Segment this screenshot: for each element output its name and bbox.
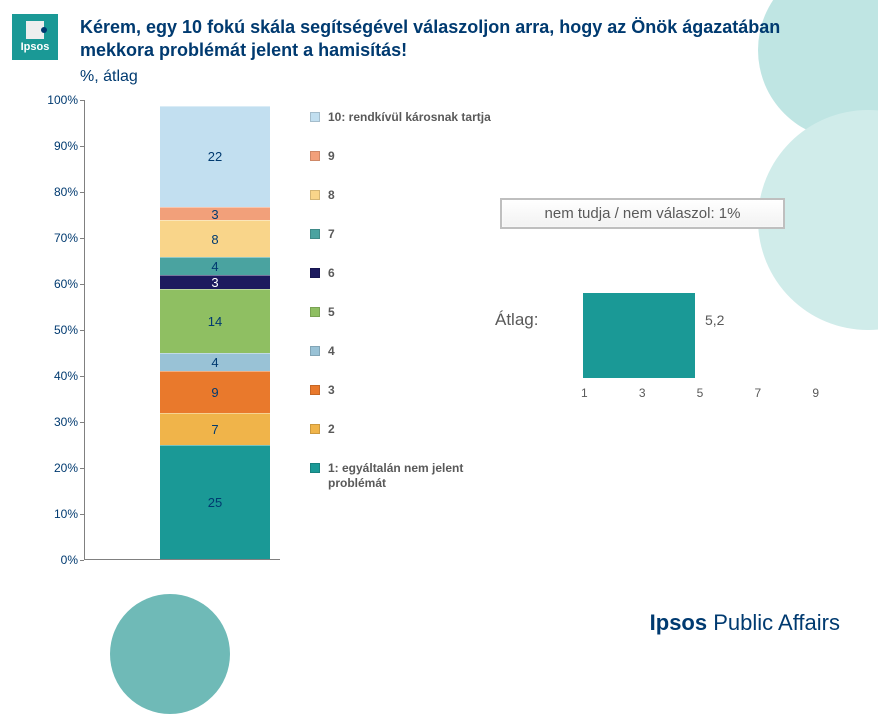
bar-segment-10: 22 [160,106,270,207]
legend-label: 7 [328,227,335,242]
legend-swatch [310,346,320,356]
stacked-bar: 2579414348322 [160,106,270,559]
avg-x-tick: 3 [639,386,646,400]
y-tick-label: 30% [54,415,78,429]
legend-swatch [310,190,320,200]
bar-segment-8: 8 [160,220,270,257]
legend-item: 4 [310,344,500,359]
legend-item: 7 [310,227,500,242]
legend-item: 6 [310,266,500,281]
stacked-bar-chart: 0%10%20%30%40%50%60%70%80%90%100% 257941… [30,100,280,580]
bar-segment-6: 3 [160,275,270,289]
decor-circle [110,594,230,714]
y-tick-label: 60% [54,277,78,291]
average-x-axis: 1 3 5 7 9 [575,386,825,400]
legend-swatch [310,385,320,395]
y-axis: 0%10%20%30%40%50%60%70%80%90%100% [30,100,84,560]
y-tick-label: 100% [47,93,78,107]
footer-brand-bold: Ipsos [650,610,707,635]
dk-na-box: nem tudja / nem válaszol: 1% [500,198,785,229]
page-subtitle: %, átlag [80,68,138,86]
legend-swatch [310,424,320,434]
legend-item: 2 [310,422,500,437]
y-tick-label: 80% [54,185,78,199]
average-label: Átlag: [495,310,538,330]
y-tick-mark [80,560,84,561]
ipsos-logo: Ipsos [12,14,58,60]
bar-segment-2: 7 [160,413,270,445]
logo-mark [26,21,44,39]
y-tick-label: 20% [54,461,78,475]
legend-swatch [310,112,320,122]
legend-item: 5 [310,305,500,320]
bar-segment-5: 14 [160,289,270,353]
legend-label: 1: egyáltalán nem jelent problémát [328,461,500,491]
legend: 10: rendkívül károsnak tartja 9 8 7 6 5 4 3 2 1: … [310,110,500,515]
y-axis-line [84,100,85,560]
legend-swatch [310,268,320,278]
legend-label: 6 [328,266,335,281]
y-tick-label: 0% [61,553,78,567]
y-tick-label: 40% [54,369,78,383]
average-chart: 5,2 1 3 5 7 9 [575,270,825,410]
legend-label: 5 [328,305,335,320]
y-tick-label: 70% [54,231,78,245]
page-title: Kérem, egy 10 fokú skála segítségével vá… [80,16,838,61]
legend-swatch [310,307,320,317]
logo-text: Ipsos [21,41,50,53]
x-axis-line [84,559,280,560]
legend-item: 10: rendkívül károsnak tartja [310,110,500,125]
y-tick-label: 90% [54,139,78,153]
legend-label: 3 [328,383,335,398]
bar-segment-9: 3 [160,207,270,221]
legend-label: 8 [328,188,335,203]
legend-swatch [310,229,320,239]
legend-label: 9 [328,149,335,164]
bar-segment-3: 9 [160,371,270,412]
legend-label: 4 [328,344,335,359]
legend-swatch [310,151,320,161]
average-bar [583,293,695,378]
legend-swatch [310,463,320,473]
footer-brand-rest: Public Affairs [707,610,840,635]
legend-label: 10: rendkívül károsnak tartja [328,110,491,125]
legend-item: 1: egyáltalán nem jelent problémát [310,461,500,491]
average-value: 5,2 [705,312,724,328]
legend-item: 3 [310,383,500,398]
bar-segment-7: 4 [160,257,270,275]
avg-x-tick: 7 [754,386,761,400]
avg-x-tick: 1 [581,386,588,400]
legend-item: 9 [310,149,500,164]
avg-x-tick: 5 [697,386,704,400]
y-tick-label: 50% [54,323,78,337]
y-tick-label: 10% [54,507,78,521]
legend-item: 8 [310,188,500,203]
bar-segment-1: 25 [160,445,270,559]
bar-segment-4: 4 [160,353,270,371]
avg-x-tick: 9 [812,386,819,400]
footer-brand: Ipsos Public Affairs [650,610,840,636]
legend-label: 2 [328,422,335,437]
